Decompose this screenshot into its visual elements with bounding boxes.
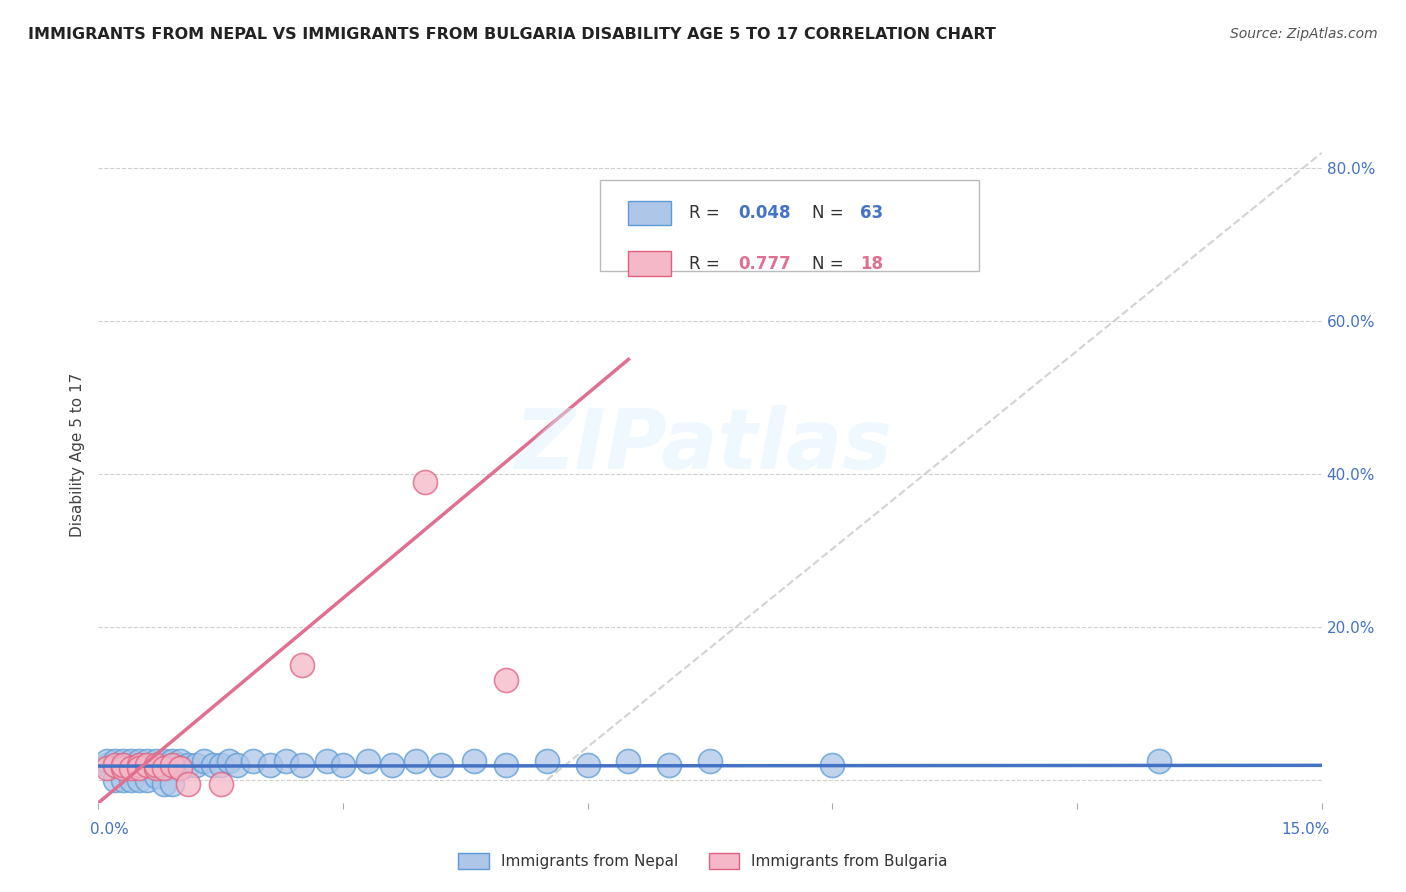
Point — [152, 754, 174, 768]
Point — [699, 754, 721, 768]
Point — [145, 757, 167, 772]
Point — [104, 772, 127, 787]
Point — [111, 757, 134, 772]
Point — [430, 757, 453, 772]
Point — [169, 761, 191, 775]
Point — [413, 475, 436, 489]
Point — [104, 757, 127, 772]
Point — [104, 757, 127, 772]
Point — [177, 757, 200, 772]
Point — [495, 673, 517, 688]
Point — [259, 757, 281, 772]
Point — [136, 754, 159, 768]
Legend: Immigrants from Nepal, Immigrants from Bulgaria: Immigrants from Nepal, Immigrants from B… — [451, 847, 955, 875]
Point — [1147, 754, 1170, 768]
Point — [201, 757, 224, 772]
Point — [160, 757, 183, 772]
Point — [186, 757, 208, 772]
Point — [274, 754, 297, 768]
Point — [193, 754, 215, 768]
FancyBboxPatch shape — [628, 252, 671, 276]
Point — [136, 772, 159, 787]
Point — [821, 757, 844, 772]
Text: R =: R = — [689, 254, 725, 273]
Point — [226, 757, 249, 772]
Point — [111, 757, 134, 772]
Y-axis label: Disability Age 5 to 17: Disability Age 5 to 17 — [69, 373, 84, 537]
Point — [209, 757, 232, 772]
Text: 15.0%: 15.0% — [1281, 822, 1330, 837]
Point — [96, 761, 118, 775]
Text: R =: R = — [689, 204, 725, 222]
FancyBboxPatch shape — [628, 201, 671, 226]
Point — [658, 757, 681, 772]
Point — [145, 754, 167, 768]
Text: 0.048: 0.048 — [738, 204, 790, 222]
Text: N =: N = — [811, 254, 848, 273]
Point — [128, 757, 150, 772]
Text: Source: ZipAtlas.com: Source: ZipAtlas.com — [1230, 27, 1378, 41]
Point — [96, 757, 118, 772]
Point — [120, 754, 142, 768]
Point — [104, 761, 127, 775]
Point — [617, 754, 640, 768]
Point — [218, 754, 240, 768]
Point — [291, 757, 314, 772]
Point — [291, 658, 314, 673]
Text: 0.0%: 0.0% — [90, 822, 129, 837]
Point — [128, 761, 150, 775]
Point — [145, 761, 167, 775]
Point — [136, 761, 159, 775]
Text: ZIPatlas: ZIPatlas — [515, 406, 891, 486]
Point — [120, 772, 142, 787]
Text: N =: N = — [811, 204, 848, 222]
Point — [145, 769, 167, 783]
Text: IMMIGRANTS FROM NEPAL VS IMMIGRANTS FROM BULGARIA DISABILITY AGE 5 TO 17 CORRELA: IMMIGRANTS FROM NEPAL VS IMMIGRANTS FROM… — [28, 27, 995, 42]
Point — [96, 754, 118, 768]
Point — [332, 757, 354, 772]
Point — [145, 757, 167, 772]
Point — [128, 761, 150, 775]
Point — [169, 761, 191, 775]
Point — [152, 761, 174, 775]
Point — [111, 761, 134, 775]
Point — [120, 761, 142, 775]
Text: 18: 18 — [860, 254, 883, 273]
Point — [315, 754, 337, 768]
Point — [120, 761, 142, 775]
Point — [209, 777, 232, 791]
Point — [145, 761, 167, 775]
Point — [576, 757, 599, 772]
Point — [136, 757, 159, 772]
Point — [169, 754, 191, 768]
Point — [111, 761, 134, 775]
Point — [381, 757, 404, 772]
Point — [160, 761, 183, 775]
Point — [104, 754, 127, 768]
Point — [128, 772, 150, 787]
Point — [136, 757, 159, 772]
Point — [177, 777, 200, 791]
Point — [160, 757, 183, 772]
FancyBboxPatch shape — [600, 180, 979, 270]
Point — [405, 754, 427, 768]
Point — [111, 772, 134, 787]
Text: 63: 63 — [860, 204, 883, 222]
Point — [160, 754, 183, 768]
Point — [111, 754, 134, 768]
Point — [463, 754, 485, 768]
Point — [128, 757, 150, 772]
Point — [152, 757, 174, 772]
Point — [536, 754, 558, 768]
Point — [356, 754, 378, 768]
Point — [495, 757, 517, 772]
Point — [128, 754, 150, 768]
Point — [152, 777, 174, 791]
Point — [152, 761, 174, 775]
Point — [169, 757, 191, 772]
Point — [242, 754, 264, 768]
Text: 0.777: 0.777 — [738, 254, 792, 273]
Point — [120, 757, 142, 772]
Point — [160, 777, 183, 791]
